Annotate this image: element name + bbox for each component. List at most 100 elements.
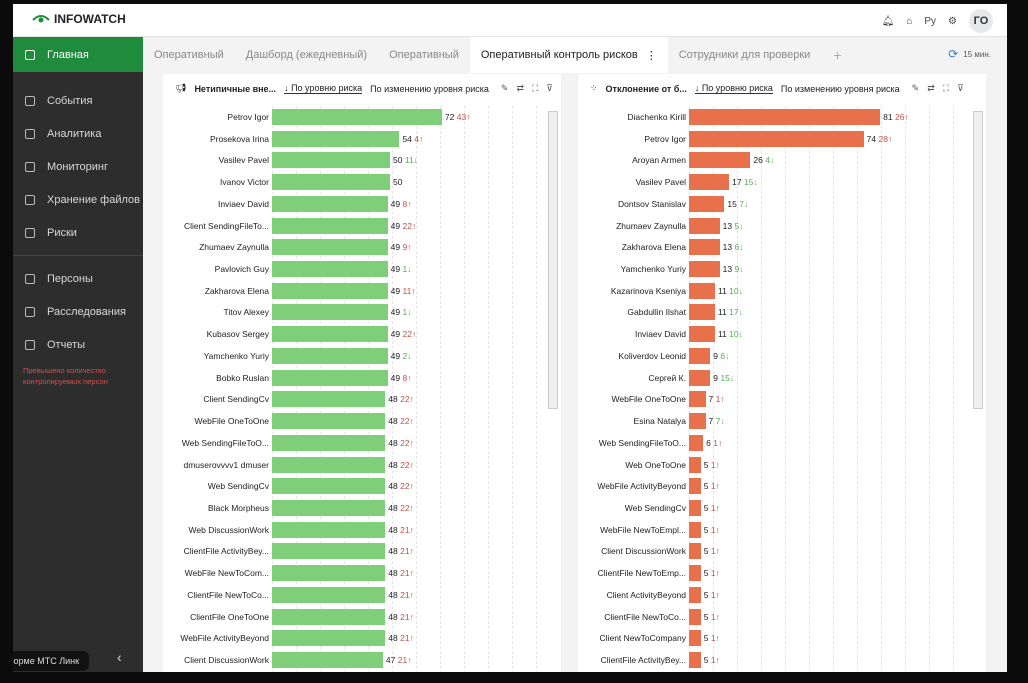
- bar-row[interactable]: ClientFile NewToEmp... 5 1↑: [578, 562, 986, 584]
- bar[interactable]: [272, 304, 388, 321]
- sort-by-risk-button[interactable]: ↓ По уровню риска: [284, 83, 363, 94]
- bar-row[interactable]: Esina Natalya 7 7↓: [578, 410, 986, 432]
- bar-row[interactable]: WebFile NewToCom... 48 21↑: [163, 562, 561, 584]
- bar-row[interactable]: Zakharova Elena 49 11↑: [163, 280, 561, 302]
- bar[interactable]: [689, 391, 706, 408]
- bar[interactable]: [272, 282, 388, 299]
- bar-row[interactable]: Web DiscussionWork 48 21↑: [163, 519, 561, 541]
- bar[interactable]: [272, 130, 400, 147]
- bar[interactable]: [689, 456, 701, 473]
- bar[interactable]: [272, 152, 390, 169]
- avatar[interactable]: ГО: [969, 9, 993, 33]
- bar-row[interactable]: Kazarinova Kseniya 11 10↓: [578, 280, 986, 302]
- bar-row[interactable]: Client DiscussionWork 47 21↑: [163, 649, 561, 671]
- bar-row[interactable]: Zakharova Elena 13 6↓: [578, 236, 986, 258]
- logo[interactable]: INFOWATCH: [31, 12, 126, 26]
- bar[interactable]: [689, 174, 730, 191]
- bar[interactable]: [272, 521, 386, 538]
- bar-row[interactable]: Bobko Ruslan 49 8↑: [163, 367, 561, 389]
- expand-icon[interactable]: ⛶: [942, 83, 950, 93]
- bar[interactable]: [689, 304, 715, 321]
- bar-row[interactable]: ClientFile OneToOne 48 21↑: [163, 606, 561, 628]
- edit-icon[interactable]: ✎: [911, 83, 920, 93]
- bar[interactable]: [689, 369, 711, 386]
- bar[interactable]: [272, 586, 386, 603]
- bar-row[interactable]: Inviaev David 49 8↑: [163, 193, 561, 215]
- sort-by-change-button[interactable]: По изменению уровня риска: [780, 83, 900, 94]
- bar-row[interactable]: WebFile OneToOne 48 22↑: [163, 410, 561, 432]
- bar-row[interactable]: Yamchenko Yuriy 49 2↓: [163, 345, 561, 367]
- bar-row[interactable]: ClientFile NewToCo... 48 21↑: [163, 584, 561, 606]
- bar[interactable]: [689, 261, 720, 278]
- bar-row[interactable]: Client ActivityBeyond 5 1↑: [578, 584, 986, 606]
- bar[interactable]: [689, 630, 701, 647]
- bar-row[interactable]: WebFile ActivityBeyond 5 1↑: [578, 475, 986, 497]
- add-tab-icon[interactable]: +: [833, 47, 842, 63]
- bar[interactable]: [272, 109, 442, 125]
- bar[interactable]: [272, 326, 388, 343]
- bar[interactable]: [272, 261, 388, 278]
- sort-by-risk-button[interactable]: ↓ По уровню риска: [694, 83, 773, 94]
- bar[interactable]: [272, 369, 388, 386]
- collapse-sidebar-icon[interactable]: ‹: [117, 649, 122, 665]
- bar[interactable]: [272, 478, 386, 495]
- bar[interactable]: [272, 195, 388, 212]
- sidebar-item-3[interactable]: Мониторинг: [13, 150, 143, 183]
- bar-row[interactable]: Petrov Igor 74 28↑: [578, 128, 986, 150]
- bar[interactable]: [272, 565, 386, 582]
- bar[interactable]: [272, 347, 388, 364]
- bar-row[interactable]: Gabdullin Ilshat 11 17↓: [578, 301, 986, 323]
- bar[interactable]: [689, 326, 715, 343]
- sort-by-change-button[interactable]: По изменению уровня риска: [370, 83, 489, 94]
- bar-row[interactable]: Ivanov Victor 50: [163, 171, 561, 193]
- bar[interactable]: [689, 239, 720, 256]
- bar[interactable]: [272, 239, 388, 256]
- settings-icon[interactable]: ⚙: [948, 15, 957, 27]
- bar[interactable]: [272, 413, 386, 430]
- bar-row[interactable]: Сергей К. 9 15↓: [578, 367, 986, 389]
- bar[interactable]: [272, 630, 386, 647]
- chart-scrollbar[interactable]: [973, 111, 983, 409]
- bar-row[interactable]: Aroyan Armen 26 4↓: [578, 149, 986, 171]
- sidebar-item-8[interactable]: Отчеты: [13, 328, 143, 361]
- bar[interactable]: [689, 413, 706, 430]
- sidebar-item-5[interactable]: Риски: [13, 216, 143, 249]
- tab-1[interactable]: Дашборд (ежедневный): [235, 37, 378, 73]
- bar[interactable]: [689, 130, 864, 147]
- bar-row[interactable]: Inviaev David 11 10↓: [578, 323, 986, 345]
- bar-row[interactable]: Web SendingFileToO... 6 1↑: [578, 432, 986, 454]
- bar-row[interactable]: Client NewToCompany 5 1↑: [578, 627, 986, 649]
- sidebar-item-0[interactable]: Главная: [13, 37, 143, 72]
- bar-row[interactable]: Kubasov Sergey 49 22↑: [163, 323, 561, 345]
- bar-row[interactable]: Zhumaev Zaynulla 49 9↑: [163, 236, 561, 258]
- bar[interactable]: [689, 152, 751, 169]
- bar[interactable]: [689, 434, 704, 451]
- bar-row[interactable]: Dontsov Stanislav 15 7↓: [578, 193, 986, 215]
- refresh-interval[interactable]: ⟳ 15 мин.: [948, 47, 991, 61]
- bar-row[interactable]: Koliverdov Leonid 9 6↓: [578, 345, 986, 367]
- bar-row[interactable]: ClientFile NewToCo... 5 1↑: [578, 606, 986, 628]
- bar-row[interactable]: ClientFile ActivityBey... 48 21↑: [163, 540, 561, 562]
- tab-3[interactable]: Оперативный контроль рисков ⋮: [469, 37, 668, 73]
- bar-row[interactable]: dmuserovvvv1 dmuser 48 22↑: [163, 454, 561, 476]
- bar-row[interactable]: Web SendingCv 5 1↑: [578, 497, 986, 519]
- bar-row[interactable]: Web SendingFileToO... 48 22↑: [163, 432, 561, 454]
- bar-row[interactable]: Web OneToOne 5 1↑: [578, 454, 986, 476]
- bar[interactable]: [272, 652, 383, 668]
- bar[interactable]: [689, 195, 725, 212]
- tab-2[interactable]: Оперативный: [378, 37, 470, 73]
- bar-row[interactable]: Vasilev Pavel 50 11↓: [163, 149, 561, 171]
- sidebar-item-4[interactable]: Хранение файлов: [13, 183, 143, 216]
- bar[interactable]: [272, 499, 386, 516]
- gift-icon[interactable]: ⌂: [906, 15, 913, 27]
- bar[interactable]: [689, 586, 701, 603]
- bar[interactable]: [272, 174, 390, 191]
- bar-row[interactable]: Client SendingCv 48 22↑: [163, 388, 561, 410]
- expand-icon[interactable]: ⛶: [531, 83, 539, 93]
- bar[interactable]: [272, 434, 386, 451]
- sidebar-item-1[interactable]: События: [13, 84, 143, 117]
- tab-4[interactable]: Сотрудники для проверки: [668, 37, 822, 73]
- bar[interactable]: [689, 565, 701, 582]
- bar[interactable]: [689, 109, 881, 125]
- bar-row[interactable]: Titov Alexey 49 1↓: [163, 301, 561, 323]
